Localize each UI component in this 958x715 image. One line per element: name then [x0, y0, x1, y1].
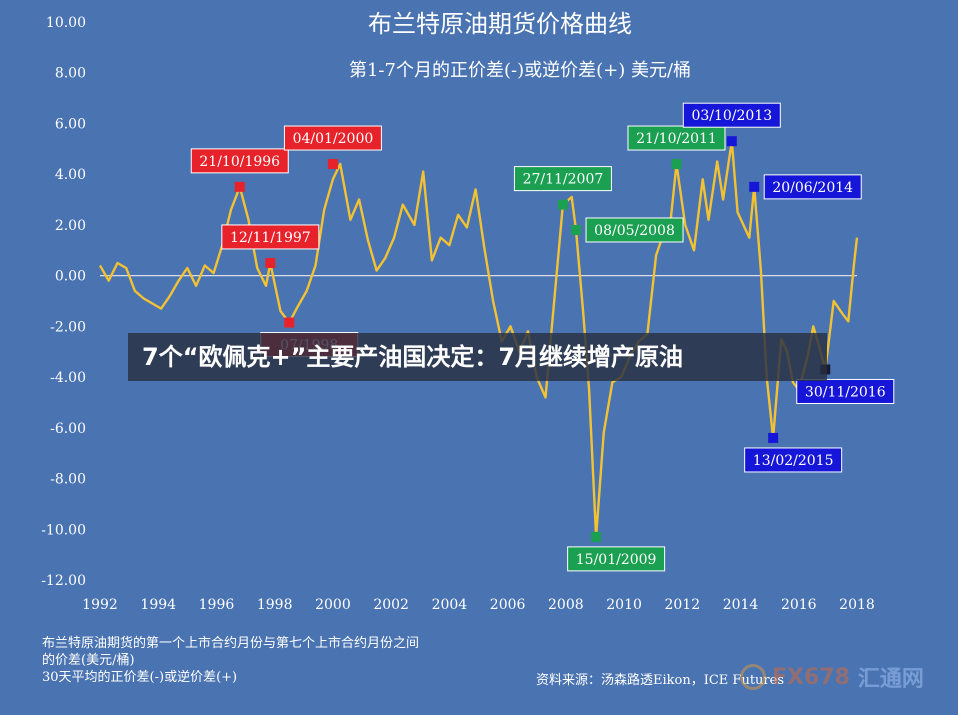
annotation-marker	[234, 181, 245, 192]
annotation-label: 20/06/2014	[772, 180, 853, 196]
footnote: 布兰特原油期货的第一个上市合约月份与第七个上市合约月份之间 的价差(美元/桶) …	[42, 635, 419, 686]
y-tick-label: 6.00	[55, 116, 86, 132]
y-tick-label: 0.00	[55, 269, 86, 285]
annotation-label: 27/11/2007	[523, 172, 604, 188]
footnote-line-1: 布兰特原油期货的第一个上市合约月份与第七个上市合约月份之间	[42, 636, 420, 651]
y-tick-label: -12.00	[41, 573, 86, 589]
annotation-label: 08/05/2008	[594, 223, 675, 239]
x-tick-label: 2016	[781, 597, 817, 613]
x-tick-label: 2018	[839, 597, 875, 613]
annotation-label: 12/11/1997	[230, 230, 311, 246]
x-tick-label: 2004	[432, 597, 468, 613]
y-tick-label: 10.00	[46, 15, 86, 31]
y-tick-label: 2.00	[55, 218, 86, 234]
annotation-box	[221, 224, 320, 250]
annotation-label: 04/01/2000	[293, 131, 374, 147]
watermark-text-a: FX678	[772, 664, 850, 690]
footnote-line-2: 的价差(美元/桶)	[42, 653, 135, 668]
annotation-box	[513, 166, 612, 192]
annotation-box	[627, 125, 726, 151]
annotation-box	[744, 447, 843, 473]
y-tick-label: -2.00	[50, 319, 86, 335]
x-tick-label: 1996	[199, 597, 235, 613]
annotation-marker	[768, 432, 779, 443]
watermark-circle-icon	[740, 664, 766, 690]
y-tick-label: 4.00	[55, 167, 86, 183]
annotation-marker	[591, 531, 602, 542]
annotation-box	[585, 217, 684, 243]
annotation-label: 03/10/2013	[691, 108, 772, 124]
x-tick-label: 2014	[723, 597, 759, 613]
annotation-box	[283, 125, 382, 151]
annotation-marker	[671, 159, 682, 170]
x-tick-label: 2010	[606, 597, 642, 613]
annotation-marker	[327, 159, 338, 170]
watermark-logo: FX678 汇通网	[740, 660, 924, 694]
x-tick-label: 2000	[315, 597, 351, 613]
annotation-box	[190, 148, 289, 174]
watermark-text-b: 汇通网	[857, 667, 924, 692]
annotation-box	[682, 102, 781, 128]
annotation-box	[763, 174, 862, 200]
annotation-marker	[726, 136, 737, 147]
news-headline-banner: 7个“欧佩克+”主要产油国决定：7月继续增产原油	[128, 333, 827, 381]
annotation-marker	[749, 181, 760, 192]
x-tick-label: 1994	[140, 597, 176, 613]
y-tick-label: -4.00	[50, 370, 86, 386]
annotation-marker	[265, 257, 276, 268]
annotation-marker	[557, 199, 568, 210]
x-tick-label: 2006	[490, 597, 526, 613]
source-note: 资料来源：汤森路透Eikon，ICE Futures	[536, 673, 784, 688]
annotation-label: 13/02/2015	[753, 453, 834, 469]
annotation-marker	[284, 317, 295, 328]
annotation-marker	[571, 224, 582, 235]
annotation-box	[567, 546, 666, 572]
x-tick-label: 2002	[373, 597, 409, 613]
y-tick-label: -8.00	[50, 472, 86, 488]
annotation-label: 30/11/2016	[805, 384, 886, 400]
axes-group: 10.00 8.00 6.00 4.00 2.00 0.00 -2.00 -4.00 -6.00…	[41, 15, 875, 613]
x-tick-label: 2008	[548, 597, 584, 613]
y-tick-label: -10.00	[41, 522, 86, 538]
chart-subtitle: 第1-7个月的正价差(-)或逆价差(+) 美元/桶	[349, 60, 691, 81]
chart-title: 布兰特原油期货价格曲线	[368, 10, 632, 38]
footnote-line-3: 30天平均的正价差(-)或逆价差(+)	[42, 670, 238, 685]
x-tick-label: 1992	[82, 597, 118, 613]
x-tick-label: 1998	[257, 597, 293, 613]
annotation-label: 21/10/1996	[199, 154, 280, 170]
annotation-label: 15/01/2009	[576, 552, 657, 568]
annotation-box	[796, 378, 895, 404]
y-tick-label: 8.00	[55, 66, 86, 82]
x-tick-label: 2012	[664, 597, 700, 613]
annotation-label: 21/10/2011	[636, 131, 717, 147]
y-tick-label: -6.00	[50, 421, 86, 437]
